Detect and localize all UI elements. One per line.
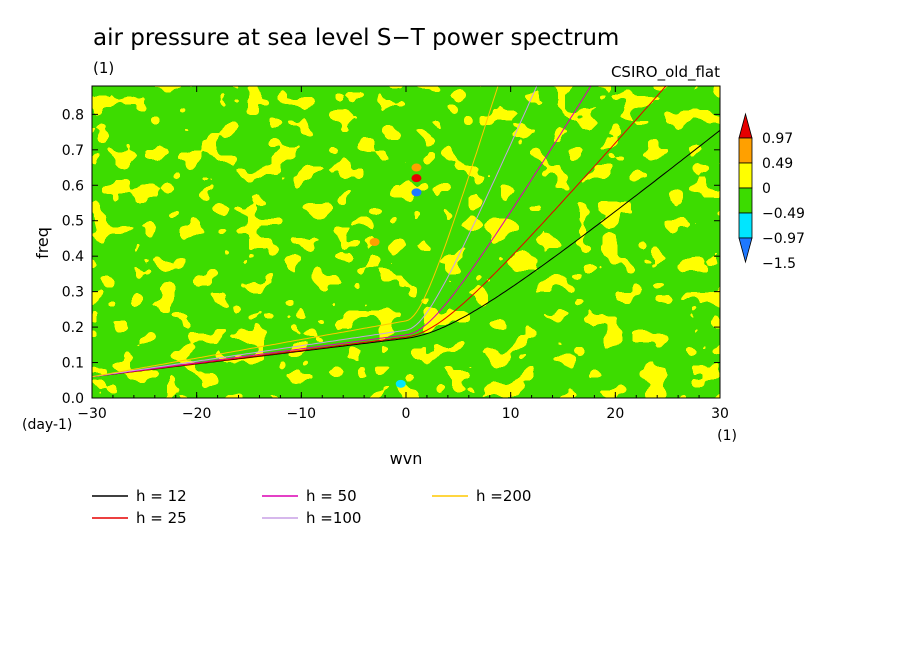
y-tick-label: 0.8 — [62, 107, 84, 123]
x-tick-label: −10 — [287, 406, 317, 422]
colorbar-segment — [738, 187, 753, 214]
contour-feature — [411, 188, 422, 197]
contour-fill-green — [92, 86, 720, 398]
y-tick-label: 0.0 — [62, 391, 84, 407]
colorbar-label: 0.49 — [762, 156, 793, 172]
dispersion-curve — [92, 86, 592, 378]
legend-label: h = 12 — [136, 487, 187, 505]
contour-features — [369, 163, 422, 388]
colorbar-min-triangle — [738, 237, 753, 264]
y-tick-label: 0.2 — [62, 320, 84, 336]
dispersion-curve — [92, 86, 538, 378]
colorbar-label: −0.97 — [762, 231, 805, 247]
x-tick-label: 0 — [402, 406, 411, 422]
colorbar-segment — [738, 212, 753, 239]
y-axis-label: freq — [33, 227, 52, 259]
colorbar-segment — [738, 137, 753, 164]
y-tick-label: 0.4 — [62, 249, 84, 265]
colorbar: −1.5 −0.97 −0.49 0 0.49 0.97 — [738, 112, 805, 272]
legend-label: h =100 — [306, 509, 361, 527]
chart-title: air pressure at sea level S−T power spec… — [93, 25, 619, 51]
dispersion-curve — [92, 86, 499, 378]
x-tick-label: −20 — [182, 406, 212, 422]
chart-subtitle-left: (1) — [93, 59, 114, 77]
contour-feature — [411, 174, 422, 183]
y-tick-label: 0.6 — [62, 178, 84, 194]
legend-label: h =200 — [476, 487, 531, 505]
dispersion-curve — [92, 86, 667, 378]
y-axis: 0.0 0.1 0.2 0.3 0.4 0.5 0.6 0.7 0.8 — [62, 107, 720, 407]
contour-feature — [369, 238, 380, 246]
colorbar-label: −0.49 — [762, 206, 805, 222]
colorbar-max-triangle — [738, 112, 753, 139]
contour-feature — [411, 163, 422, 172]
y-unit-label: (day-1) — [22, 417, 72, 433]
colorbar-label: −1.5 — [762, 256, 796, 272]
legend-label: h = 25 — [136, 509, 187, 527]
y-tick-label: 0.1 — [62, 356, 84, 372]
y-tick-label: 0.5 — [62, 214, 84, 230]
x-tick-label: 30 — [711, 406, 729, 422]
plot-area — [92, 86, 720, 398]
legend-label: h = 50 — [306, 487, 357, 505]
x-tick-label: −30 — [77, 406, 107, 422]
y-tick-label: 0.7 — [62, 143, 84, 159]
x-tick-label: 20 — [606, 406, 624, 422]
x-axis: −30 −20 −10 0 10 20 30 — [77, 86, 729, 422]
y-tick-label: 0.3 — [62, 285, 84, 301]
colorbar-label: 0 — [762, 181, 771, 197]
x-tick-label: 10 — [502, 406, 520, 422]
colorbar-label: 0.97 — [762, 131, 793, 147]
dispersion-curves — [92, 86, 720, 378]
contour-feature — [395, 379, 406, 388]
colorbar-segment — [738, 162, 753, 189]
legend: h = 12 h = 25 h = 50 h =100 h =200 — [92, 487, 531, 527]
chart-subtitle-right: CSIRO_old_flat — [611, 63, 720, 82]
x-unit-label: (1) — [717, 428, 737, 444]
x-axis-label: wvn — [390, 449, 423, 468]
